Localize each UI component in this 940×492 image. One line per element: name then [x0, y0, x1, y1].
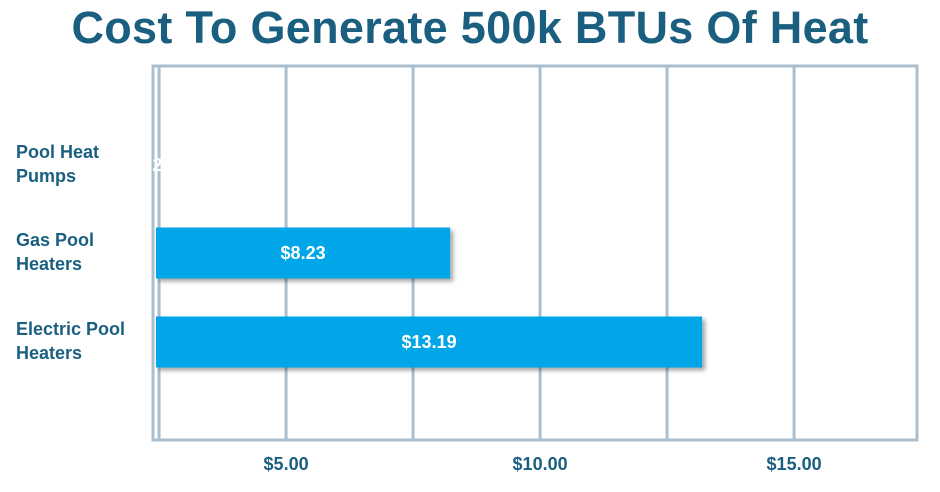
chart-title: Cost To Generate 500k BTUs Of Heat: [71, 2, 869, 53]
labels: $5.00 $10.00 $15.00 $2.20 Pool Heat Pumps $8.2…: [16, 142, 822, 474]
bars: [156, 227, 703, 368]
x-tick-label: $10.00: [513, 454, 568, 474]
x-tick-label: $5.00: [264, 454, 309, 474]
plot-frame: [151, 64, 919, 442]
bar-value-label: $13.19: [402, 332, 457, 352]
bar-value-label: $2.20: [127, 155, 172, 175]
bar: [156, 227, 451, 279]
category-label: Electric Pool Heaters: [16, 319, 125, 363]
gridlines: [151, 64, 919, 442]
bar: [156, 316, 703, 368]
x-tick-label: $15.00: [767, 454, 822, 474]
bar-value-label: $8.23: [281, 243, 326, 263]
category-label: Pool Heat Pumps: [16, 142, 99, 186]
category-label: Gas Pool Heaters: [16, 230, 94, 274]
